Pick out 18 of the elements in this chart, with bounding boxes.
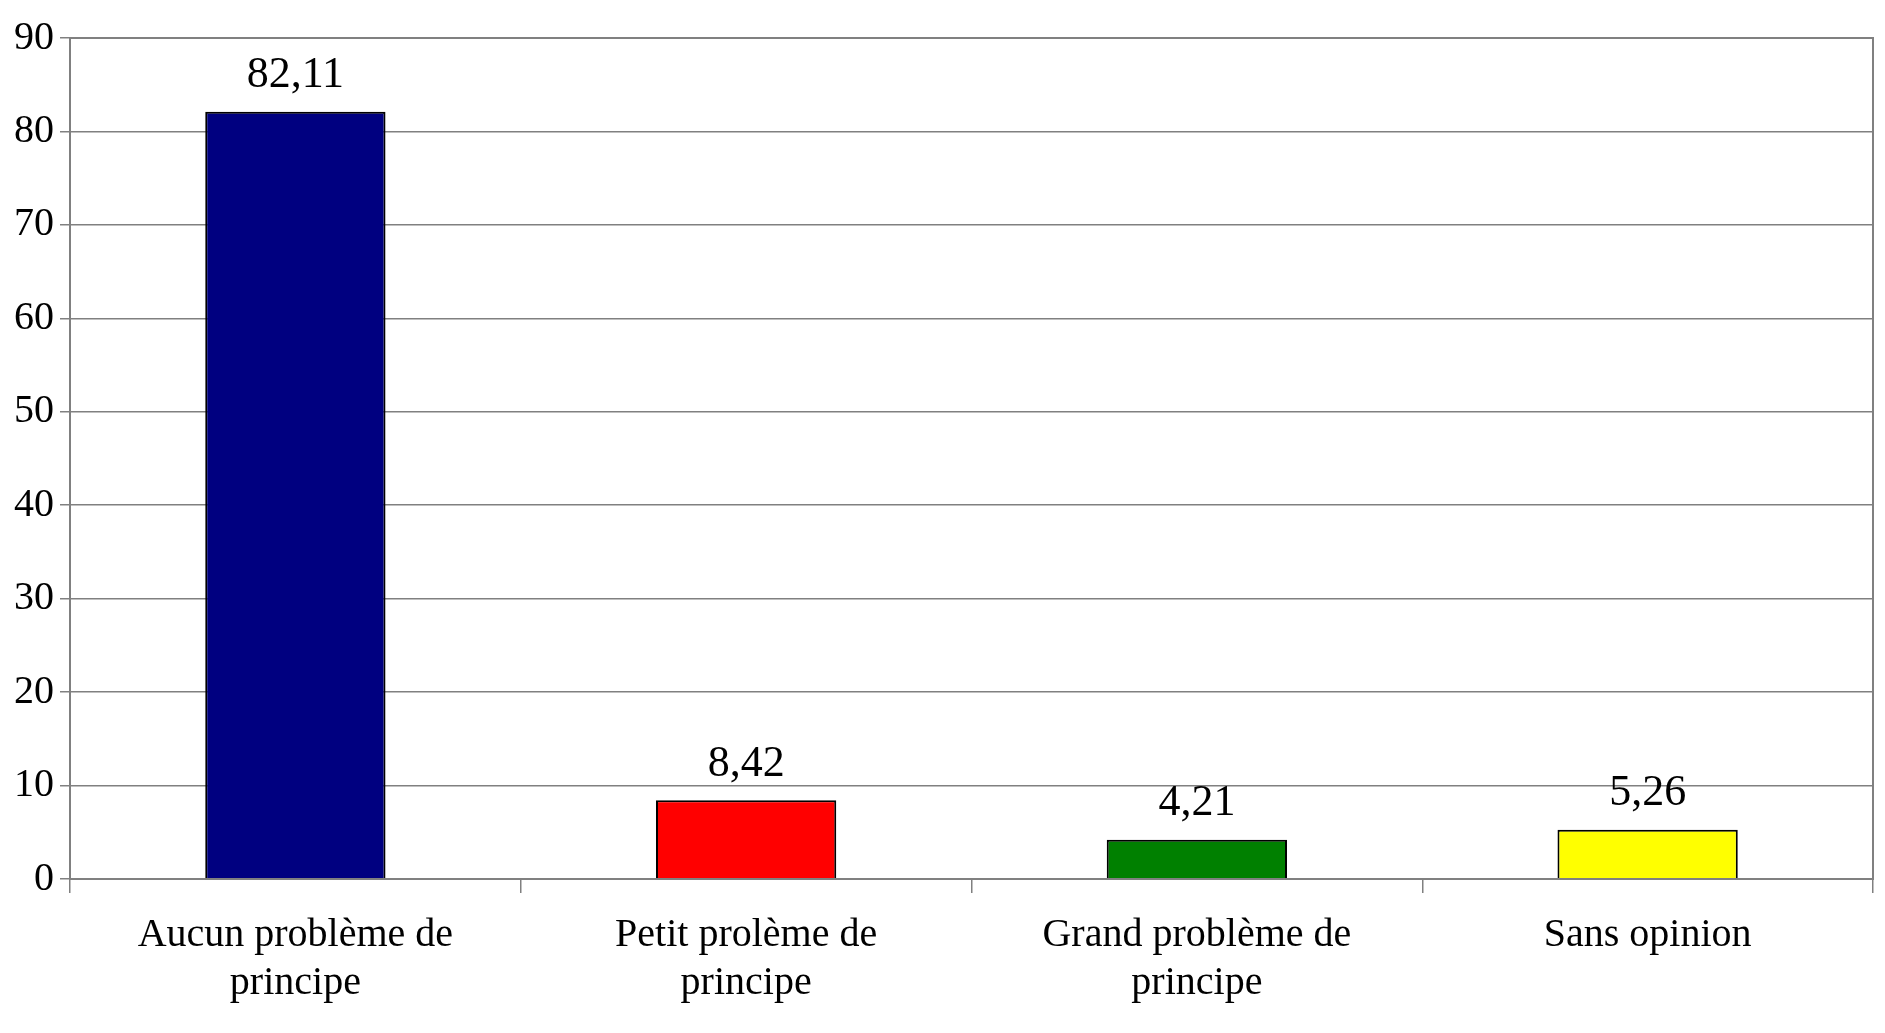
- y-tick-label: 80: [14, 105, 54, 151]
- y-tick-label: 60: [14, 292, 54, 338]
- y-tick-label: 70: [14, 199, 54, 245]
- y-tick-label: 50: [14, 386, 54, 432]
- data-label: 5,26: [1609, 766, 1687, 816]
- x-tick-label: Petit prolème de principe: [615, 909, 878, 1003]
- x-tick-label: Sans opinion: [1543, 909, 1752, 955]
- data-label: 8,42: [707, 736, 785, 786]
- data-label: 82,11: [246, 48, 345, 98]
- y-tick-label: 30: [14, 573, 54, 619]
- y-tick-label: 40: [14, 479, 54, 525]
- x-tick-label: Aucun problème de principe: [137, 909, 454, 1003]
- y-tick-label: 10: [14, 760, 54, 806]
- data-label: 4,21: [1158, 776, 1236, 826]
- y-tick-label: 90: [14, 12, 54, 58]
- y-tick-label: 0: [34, 853, 54, 899]
- y-tick-label: 20: [14, 666, 54, 712]
- x-tick-label: Grand problème de principe: [1042, 909, 1352, 1003]
